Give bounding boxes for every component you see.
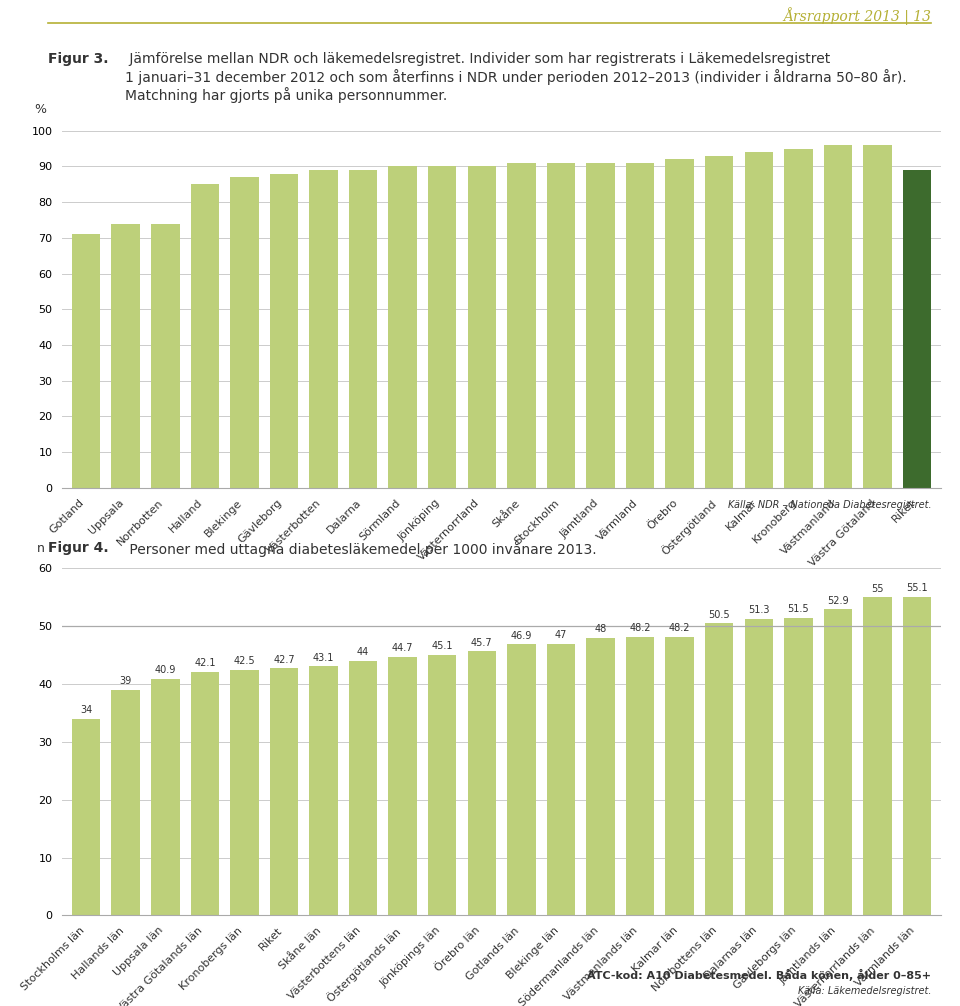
Bar (72, 719, 101, 915)
Bar (745, 619, 773, 915)
Bar (348, 661, 377, 915)
Text: 42.7: 42.7 (274, 655, 295, 665)
Text: 55: 55 (872, 583, 884, 594)
Bar (546, 163, 575, 488)
Bar (111, 223, 140, 488)
Bar (111, 690, 140, 915)
Text: 48: 48 (594, 625, 607, 635)
Bar (824, 145, 852, 488)
Text: 42.5: 42.5 (233, 656, 255, 666)
Bar (72, 234, 101, 488)
Text: Figur 3.: Figur 3. (48, 52, 108, 66)
Text: Källa: NDR – Nationella Diabetesregistret.: Källa: NDR – Nationella Diabetesregistre… (728, 500, 931, 510)
Bar (270, 668, 299, 915)
Y-axis label: %: % (35, 104, 46, 117)
Text: Årsrapport 2013 | 13: Årsrapport 2013 | 13 (783, 7, 931, 25)
Text: ATC-kod: A10 Diabetesmedel. Båda könen, ålder 0–85+: ATC-kod: A10 Diabetesmedel. Båda könen, … (588, 969, 931, 981)
Text: 48.2: 48.2 (630, 623, 651, 633)
Text: Personer med uttagna diabetesläkemedel per 1000 invånare 2013.: Personer med uttagna diabetesläkemedel p… (125, 541, 596, 557)
Bar (863, 145, 892, 488)
Bar (705, 624, 733, 915)
Bar (389, 657, 417, 915)
Text: Jämförelse mellan NDR och läkemedelsregistret. Individer som har registrerats i : Jämförelse mellan NDR och läkemedelsregi… (125, 52, 906, 104)
Bar (151, 223, 180, 488)
Bar (151, 679, 180, 915)
Bar (309, 666, 338, 915)
Text: Källa: Läkemedelsregistret.: Källa: Läkemedelsregistret. (798, 986, 931, 996)
Text: 50.5: 50.5 (708, 610, 730, 620)
Bar (389, 166, 417, 488)
Bar (348, 170, 377, 488)
Text: 44.7: 44.7 (392, 644, 414, 654)
Bar (626, 163, 655, 488)
Bar (784, 618, 812, 915)
Bar (546, 644, 575, 915)
Bar (587, 638, 614, 915)
Bar (270, 174, 299, 488)
Text: Figur 4.: Figur 4. (48, 541, 108, 555)
Text: 55.1: 55.1 (906, 583, 928, 594)
Bar (902, 597, 931, 915)
Text: 34: 34 (80, 705, 92, 715)
Bar (230, 670, 258, 915)
Bar (705, 156, 733, 488)
Text: 45.7: 45.7 (471, 638, 492, 648)
Text: 39: 39 (120, 676, 132, 686)
Bar (468, 651, 496, 915)
Bar (784, 149, 812, 488)
Bar (745, 152, 773, 488)
Bar (468, 166, 496, 488)
Bar (665, 637, 694, 915)
Text: 46.9: 46.9 (511, 631, 532, 641)
Bar (230, 177, 258, 488)
Bar (428, 166, 457, 488)
Text: 43.1: 43.1 (313, 653, 334, 663)
Bar (863, 598, 892, 915)
Bar (507, 163, 536, 488)
Text: 44: 44 (357, 648, 370, 658)
Text: 51.3: 51.3 (748, 606, 770, 616)
Text: 51.5: 51.5 (787, 604, 809, 614)
Text: 40.9: 40.9 (155, 665, 176, 675)
Bar (507, 644, 536, 915)
Bar (191, 672, 219, 915)
Text: 45.1: 45.1 (431, 641, 453, 651)
Y-axis label: n: n (36, 541, 44, 554)
Bar (428, 655, 457, 915)
Bar (665, 159, 694, 488)
Bar (626, 637, 655, 915)
Text: 48.2: 48.2 (669, 623, 690, 633)
Bar (191, 184, 219, 488)
Text: 52.9: 52.9 (828, 596, 849, 606)
Bar (587, 163, 614, 488)
Bar (824, 610, 852, 915)
Text: 47: 47 (555, 630, 567, 640)
Bar (309, 170, 338, 488)
Text: 42.1: 42.1 (194, 659, 216, 668)
Bar (902, 170, 931, 488)
